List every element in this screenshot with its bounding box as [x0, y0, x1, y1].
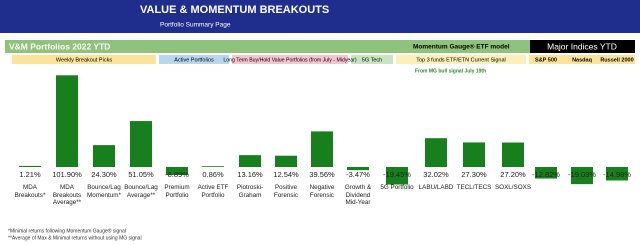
- bar: [19, 165, 41, 167]
- bar: [502, 142, 524, 167]
- bar: [239, 155, 261, 167]
- bar: [56, 75, 78, 167]
- banner-band: [5, 40, 530, 53]
- x-tick-label: 5G Portfolio: [380, 184, 414, 191]
- x-tick-label: LABU/LABD: [418, 184, 454, 191]
- section-band: [396, 55, 526, 64]
- section-label: Weekly Breakout Picks: [56, 57, 112, 63]
- bar: [535, 167, 557, 179]
- indices-band: [530, 40, 635, 53]
- value-label: 27.20%: [500, 170, 526, 179]
- section-band: [159, 55, 229, 64]
- x-tick-label: Bounce/Lag Momentum*: [87, 184, 121, 199]
- value-label: -14.98%: [603, 170, 631, 179]
- bar: [463, 142, 485, 167]
- index-label: Nasdaq: [572, 57, 592, 63]
- bar: [93, 145, 115, 167]
- x-tick-label: Active ETF Portfolio: [197, 184, 229, 199]
- section-label: 5G Tech: [362, 57, 382, 63]
- index-label: S&P 500: [535, 57, 557, 63]
- footnote: *Minimal returns following Momentum Gaug…: [8, 227, 126, 234]
- value-label: 51.05%: [128, 170, 154, 179]
- section-band: [232, 55, 348, 64]
- x-tick-label: Premium Portfolio: [164, 184, 190, 199]
- section-label: Active Portfolios: [174, 57, 214, 63]
- x-tick-label: MDA Breakouts*: [14, 184, 46, 199]
- value-label: -8.89%: [165, 170, 189, 179]
- section-band: [351, 55, 393, 64]
- x-tick-label: SOXL/SOXS: [494, 184, 532, 191]
- x-tick-label: Piotroski-Graham: [236, 184, 264, 199]
- footnote: **Average of Max & Minimal returns witho…: [8, 235, 142, 241]
- value-label: 32.02%: [423, 170, 449, 179]
- bar: [425, 138, 447, 167]
- value-label: 39.56%: [309, 170, 335, 179]
- bar: [202, 166, 224, 167]
- value-label: -19.45%: [383, 170, 411, 179]
- x-tick-label: Growth & Dividend Mid-Year: [344, 184, 372, 206]
- bar: [166, 167, 188, 176]
- x-tick-label: Negative Forensic: [309, 184, 335, 199]
- value-label: 101.90%: [52, 170, 82, 179]
- note: From MG bull signal July 19th: [415, 68, 486, 74]
- section-band: [12, 55, 156, 64]
- value-label: -19.03%: [568, 170, 596, 179]
- index-label: Russell 2000: [600, 57, 633, 63]
- x-tick-label: Positive Forensic: [273, 184, 299, 199]
- page-title: VALUE & MOMENTUM BREAKOUTS: [140, 4, 329, 16]
- bar: [606, 167, 628, 181]
- banner-middle: Momentum Gauge® ETF model: [413, 43, 510, 51]
- banner-left: V&M Portfolios 2022 YTD: [9, 41, 110, 51]
- value-label: 0.86%: [202, 170, 224, 179]
- bar: [311, 131, 333, 167]
- x-tick-label: Bounce/Lag Average**: [124, 184, 158, 199]
- x-tick-label: TECL/TECS: [456, 184, 492, 191]
- page-subtitle: Portfolio Summary Page: [160, 22, 231, 29]
- section-band: [529, 55, 635, 64]
- header-band: [0, 0, 640, 33]
- banner-right: Major Indices YTD: [547, 41, 617, 51]
- x-tick-label: MDA Breakouts Average**: [52, 184, 82, 206]
- bar: [275, 155, 297, 167]
- value-label: 27.30%: [461, 170, 487, 179]
- bar: [347, 167, 369, 171]
- value-label: 12.54%: [273, 170, 299, 179]
- section-label: Top 3 funds ETF/ETN Current Signal: [416, 57, 506, 63]
- bar: [130, 121, 152, 167]
- bar: [571, 167, 593, 185]
- value-label: -12.82%: [532, 170, 560, 179]
- bar: [386, 167, 408, 185]
- value-label: 13.16%: [237, 170, 263, 179]
- section-label: Long Term Buy/Hold Value Portfolios (fro…: [223, 57, 357, 63]
- value-label: 24.30%: [91, 170, 117, 179]
- value-label: -3.47%: [346, 170, 370, 179]
- value-label: 1.21%: [19, 170, 41, 179]
